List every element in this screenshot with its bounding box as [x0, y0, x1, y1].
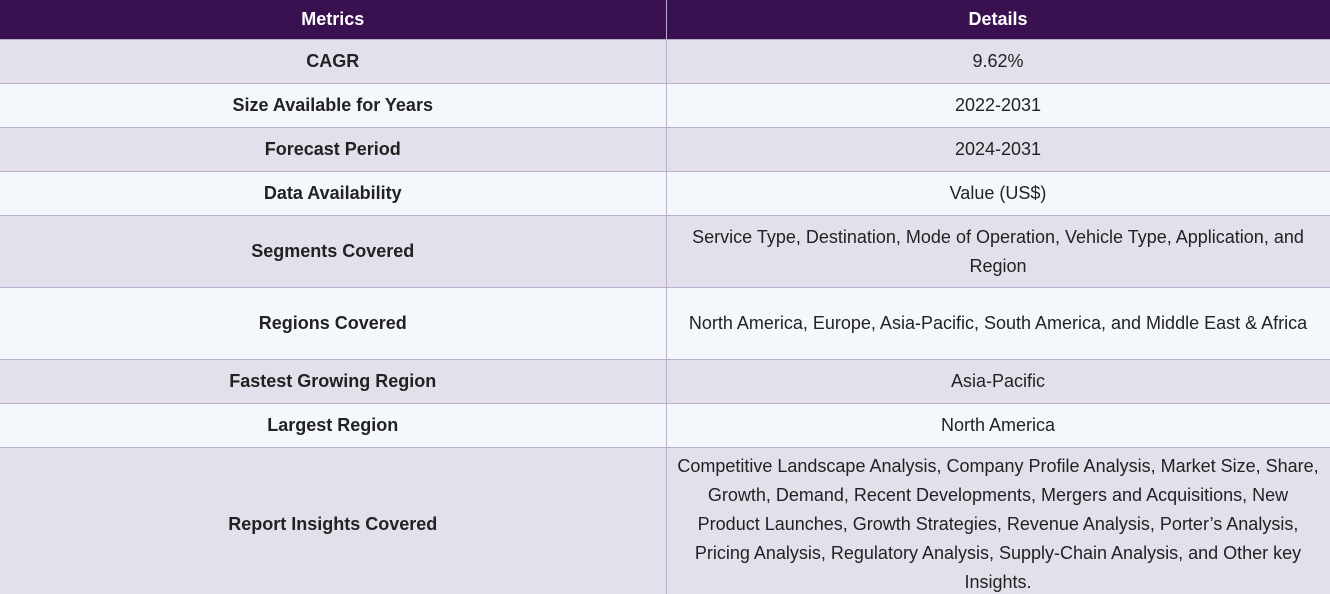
metric-cell: Report Insights Covered — [0, 447, 667, 594]
table-row: Regions Covered North America, Europe, A… — [0, 287, 1330, 360]
metric-cell: Segments Covered — [0, 215, 667, 288]
table-row: Forecast Period 2024-2031 — [0, 127, 1330, 172]
details-cell: 9.62% — [666, 39, 1330, 84]
metric-cell: Fastest Growing Region — [0, 359, 667, 404]
metric-cell: Size Available for Years — [0, 83, 667, 128]
header-details: Details — [666, 0, 1330, 40]
table-row: Largest Region North America — [0, 403, 1330, 448]
details-cell: Service Type, Destination, Mode of Opera… — [666, 215, 1330, 288]
details-cell: 2024-2031 — [666, 127, 1330, 172]
table-row: Fastest Growing Region Asia-Pacific — [0, 359, 1330, 404]
metric-cell: Largest Region — [0, 403, 667, 448]
details-cell: Competitive Landscape Analysis, Company … — [666, 447, 1330, 594]
details-cell: North America, Europe, Asia-Pacific, Sou… — [666, 287, 1330, 360]
details-cell: Value (US$) — [666, 171, 1330, 216]
table-row: CAGR 9.62% — [0, 39, 1330, 84]
table-row: Size Available for Years 2022-2031 — [0, 83, 1330, 128]
table-row: Segments Covered Service Type, Destinati… — [0, 215, 1330, 288]
details-cell: Asia-Pacific — [666, 359, 1330, 404]
metric-cell: Forecast Period — [0, 127, 667, 172]
table-row: Data Availability Value (US$) — [0, 171, 1330, 216]
metric-cell: Data Availability — [0, 171, 667, 216]
table-row: Report Insights Covered Competitive Land… — [0, 447, 1330, 594]
metric-cell: Regions Covered — [0, 287, 667, 360]
header-metrics: Metrics — [0, 0, 667, 40]
details-cell: North America — [666, 403, 1330, 448]
metric-cell: CAGR — [0, 39, 667, 84]
details-cell: 2022-2031 — [666, 83, 1330, 128]
table-header-row: Metrics Details — [0, 0, 1330, 40]
